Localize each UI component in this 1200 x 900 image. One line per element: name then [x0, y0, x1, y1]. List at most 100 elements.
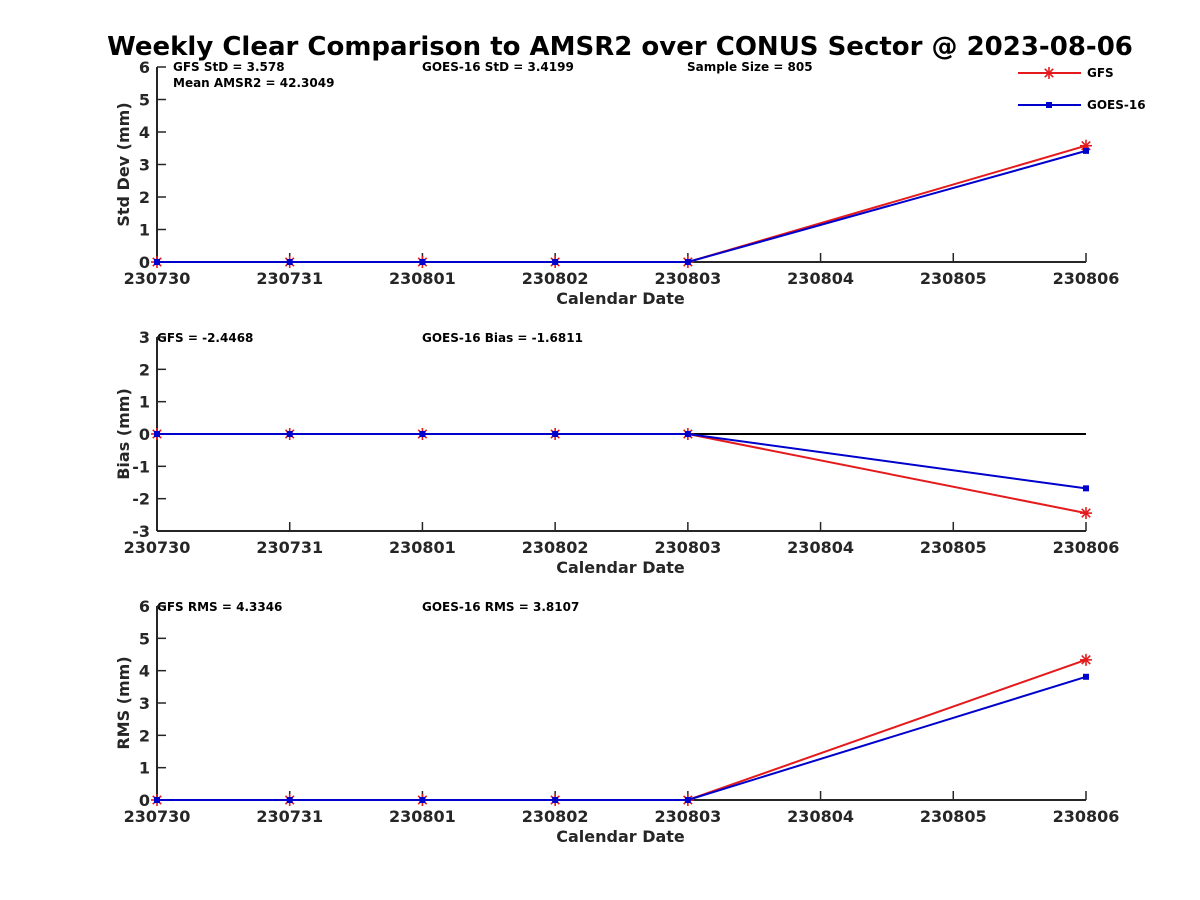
series-goes-16-point [286, 259, 293, 265]
series-goes-16-point [419, 259, 426, 265]
y-tick-label: 1 [139, 221, 150, 240]
y-tick-label: -3 [132, 522, 150, 541]
y-tick-label: 2 [139, 360, 150, 379]
series-gfs-point-stroke [1081, 655, 1091, 665]
x-tick-label: 230805 [920, 538, 987, 557]
legend-item-gfs: GFS [1018, 66, 1114, 80]
x-tick-label: 230805 [920, 807, 987, 826]
series-goes-16-point [1083, 147, 1089, 154]
y-tick-label: 1 [139, 759, 150, 778]
annotation-gfs-bias: GFS = -2.4468 [157, 331, 253, 345]
series-goes-16-point [684, 259, 691, 265]
x-tick-label: 230803 [654, 807, 721, 826]
x-tick-label: 230731 [256, 269, 323, 288]
y-tick-label: 2 [139, 726, 150, 745]
series-goes-16-point [552, 797, 559, 803]
x-tick-label: 230806 [1053, 807, 1120, 826]
y-tick-label: 4 [139, 662, 150, 681]
x-axis-label: Calendar Date [556, 827, 685, 846]
series-gfs-line [157, 144, 1087, 263]
legend: GFS GOES-16 [1018, 66, 1146, 112]
rms-panel: GFS RMS = 4.3346 GOES-16 RMS = 3.8107 23… [114, 597, 1119, 846]
x-axis-label: Calendar Date [556, 558, 685, 577]
y-axis-label: Std Dev (mm) [114, 102, 133, 226]
y-tick-label: 6 [139, 58, 150, 77]
series-goes-16-line [157, 675, 1087, 801]
y-tick-label: 1 [139, 393, 150, 412]
bias-panel: GFS = -2.4468 GOES-16 Bias = -1.6811 230… [114, 328, 1119, 577]
series-goes-16-line [157, 149, 1087, 263]
annotation-sample-size: Sample Size = 805 [687, 60, 813, 74]
y-tick-label: 6 [139, 597, 150, 616]
series-goes-16-point [684, 431, 691, 437]
annotation-gfs-rms: GFS RMS = 4.3346 [157, 600, 282, 614]
legend-item-goes16: GOES-16 [1018, 98, 1146, 112]
annotation-goes16-bias: GOES-16 Bias = -1.6811 [422, 331, 583, 345]
series-goes-16-point [286, 797, 293, 803]
series-goes-16-point [154, 259, 160, 265]
x-tick-label: 230805 [920, 269, 987, 288]
x-tick-label: 230801 [389, 538, 456, 557]
figure-title: Weekly Clear Comparison to AMSR2 over CO… [107, 32, 1133, 62]
series-goes-16-line [157, 433, 1087, 490]
series-goes-16-point [154, 431, 160, 437]
y-axis-label: RMS (mm) [114, 656, 133, 749]
annotation-goes16-std: GOES-16 StD = 3.4199 [422, 60, 574, 74]
legend-gfs-marker-glyph [1043, 67, 1055, 79]
x-tick-label: 230802 [522, 269, 589, 288]
x-tick-label: 230730 [124, 269, 191, 288]
annotation-gfs-std: GFS StD = 3.578 [173, 60, 285, 74]
y-axis-label: Bias (mm) [114, 388, 133, 480]
x-tick-label: 230731 [256, 807, 323, 826]
x-tick-label: 230806 [1053, 269, 1120, 288]
x-tick-label: 230806 [1053, 538, 1120, 557]
x-tick-label: 230804 [787, 269, 854, 288]
y-tick-label: -1 [132, 457, 150, 476]
x-tick-label: 230803 [654, 538, 721, 557]
y-tick-label: -2 [132, 490, 150, 509]
y-tick-label: 5 [139, 91, 150, 110]
legend-gfs-label: GFS [1087, 66, 1114, 80]
annotation-mean-amsr2: Mean AMSR2 = 42.3049 [173, 76, 334, 90]
y-tick-label: 0 [139, 791, 150, 810]
series-goes-16-point [419, 431, 426, 437]
legend-goes16-marker [1046, 102, 1052, 108]
legend-gfs-marker-glyph-stroke [1044, 68, 1054, 78]
series-goes-16-point [552, 431, 559, 437]
series-gfs-line [157, 658, 1087, 801]
series-gfs-point [1080, 507, 1092, 520]
series-goes-16-point [1083, 673, 1089, 680]
y-tick-label: 3 [139, 328, 150, 347]
legend-goes-16-marker-glyph [1046, 102, 1052, 108]
legend-goes16-label: GOES-16 [1087, 98, 1146, 112]
legend-gfs-marker [1043, 67, 1055, 79]
series-gfs-point-stroke [1081, 508, 1091, 518]
series-goes-16-point [1083, 485, 1089, 492]
y-tick-label: 0 [139, 253, 150, 272]
series-goes-16-point [419, 797, 426, 803]
x-tick-label: 230804 [787, 807, 854, 826]
x-tick-label: 230801 [389, 807, 456, 826]
x-tick-label: 230730 [124, 807, 191, 826]
std-dev-panel: GFS StD = 3.578 Mean AMSR2 = 42.3049 GOE… [114, 58, 1119, 308]
x-tick-label: 230804 [787, 538, 854, 557]
series-goes-16-point [154, 797, 160, 803]
x-tick-label: 230802 [522, 538, 589, 557]
series-gfs-point [1080, 653, 1092, 666]
series-gfs-line [157, 433, 1087, 515]
x-tick-label: 230731 [256, 538, 323, 557]
series-goes-16-point [286, 431, 293, 437]
y-tick-label: 3 [139, 694, 150, 713]
x-tick-label: 230802 [522, 807, 589, 826]
y-tick-label: 2 [139, 188, 150, 207]
series-goes-16-point [552, 259, 559, 265]
y-tick-label: 0 [139, 425, 150, 444]
y-tick-label: 4 [139, 123, 150, 142]
annotation-goes16-rms: GOES-16 RMS = 3.8107 [422, 600, 579, 614]
y-tick-label: 5 [139, 629, 150, 648]
series-goes-16-point [684, 797, 691, 803]
x-tick-label: 230730 [124, 538, 191, 557]
x-axis-label: Calendar Date [556, 289, 685, 308]
x-tick-label: 230801 [389, 269, 456, 288]
